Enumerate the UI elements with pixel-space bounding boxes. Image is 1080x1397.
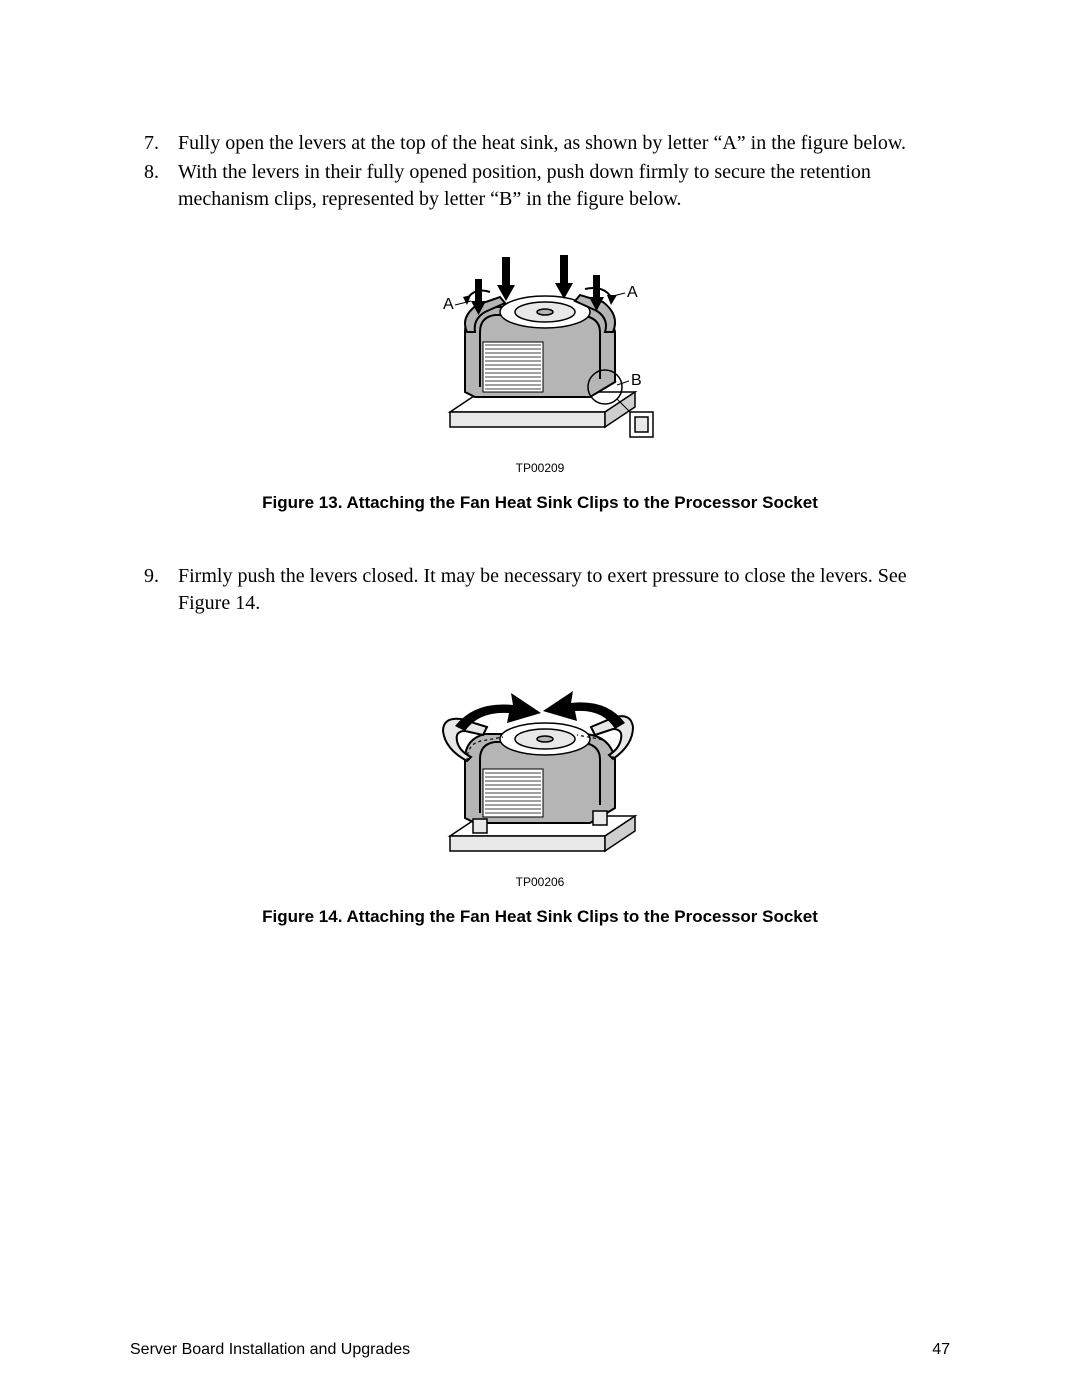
label-a-right: A [627,284,638,301]
instruction-list-1: 7. Fully open the levers at the top of t… [130,130,950,213]
figure-14-illustration [415,671,665,871]
list-text: With the levers in their fully opened po… [178,159,950,213]
label-b: B [631,372,642,389]
instruction-list-2: 9. Firmly push the levers closed. It may… [130,563,950,617]
figure-14-block: TP00206 Figure 14. Attaching the Fan Hea… [130,671,950,927]
document-page: 7. Fully open the levers at the top of t… [0,0,1080,1397]
list-text: Fully open the levers at the top of the … [178,130,950,157]
footer-left: Server Board Installation and Upgrades [130,1341,410,1359]
figure-13-caption: Figure 13. Attaching the Fan Heat Sink C… [130,493,950,513]
figure-14-tp: TP00206 [130,875,950,889]
label-a-left: A [443,296,454,313]
figure-13-tp: TP00209 [130,461,950,475]
page-footer: Server Board Installation and Upgrades 4… [130,1341,950,1359]
list-item: 8. With the levers in their fully opened… [130,159,950,213]
figure-14-caption: Figure 14. Attaching the Fan Heat Sink C… [130,907,950,927]
list-number: 7. [130,130,178,157]
list-item: 9. Firmly push the levers closed. It may… [130,563,950,617]
list-text: Firmly push the levers closed. It may be… [178,563,950,617]
list-item: 7. Fully open the levers at the top of t… [130,130,950,157]
list-number: 8. [130,159,178,213]
list-number: 9. [130,563,178,617]
footer-right: 47 [932,1341,950,1359]
figure-13-block: A A B TP00209 Figure 13. Attaching the F… [130,237,950,513]
figure-13-illustration: A A B [405,237,675,457]
